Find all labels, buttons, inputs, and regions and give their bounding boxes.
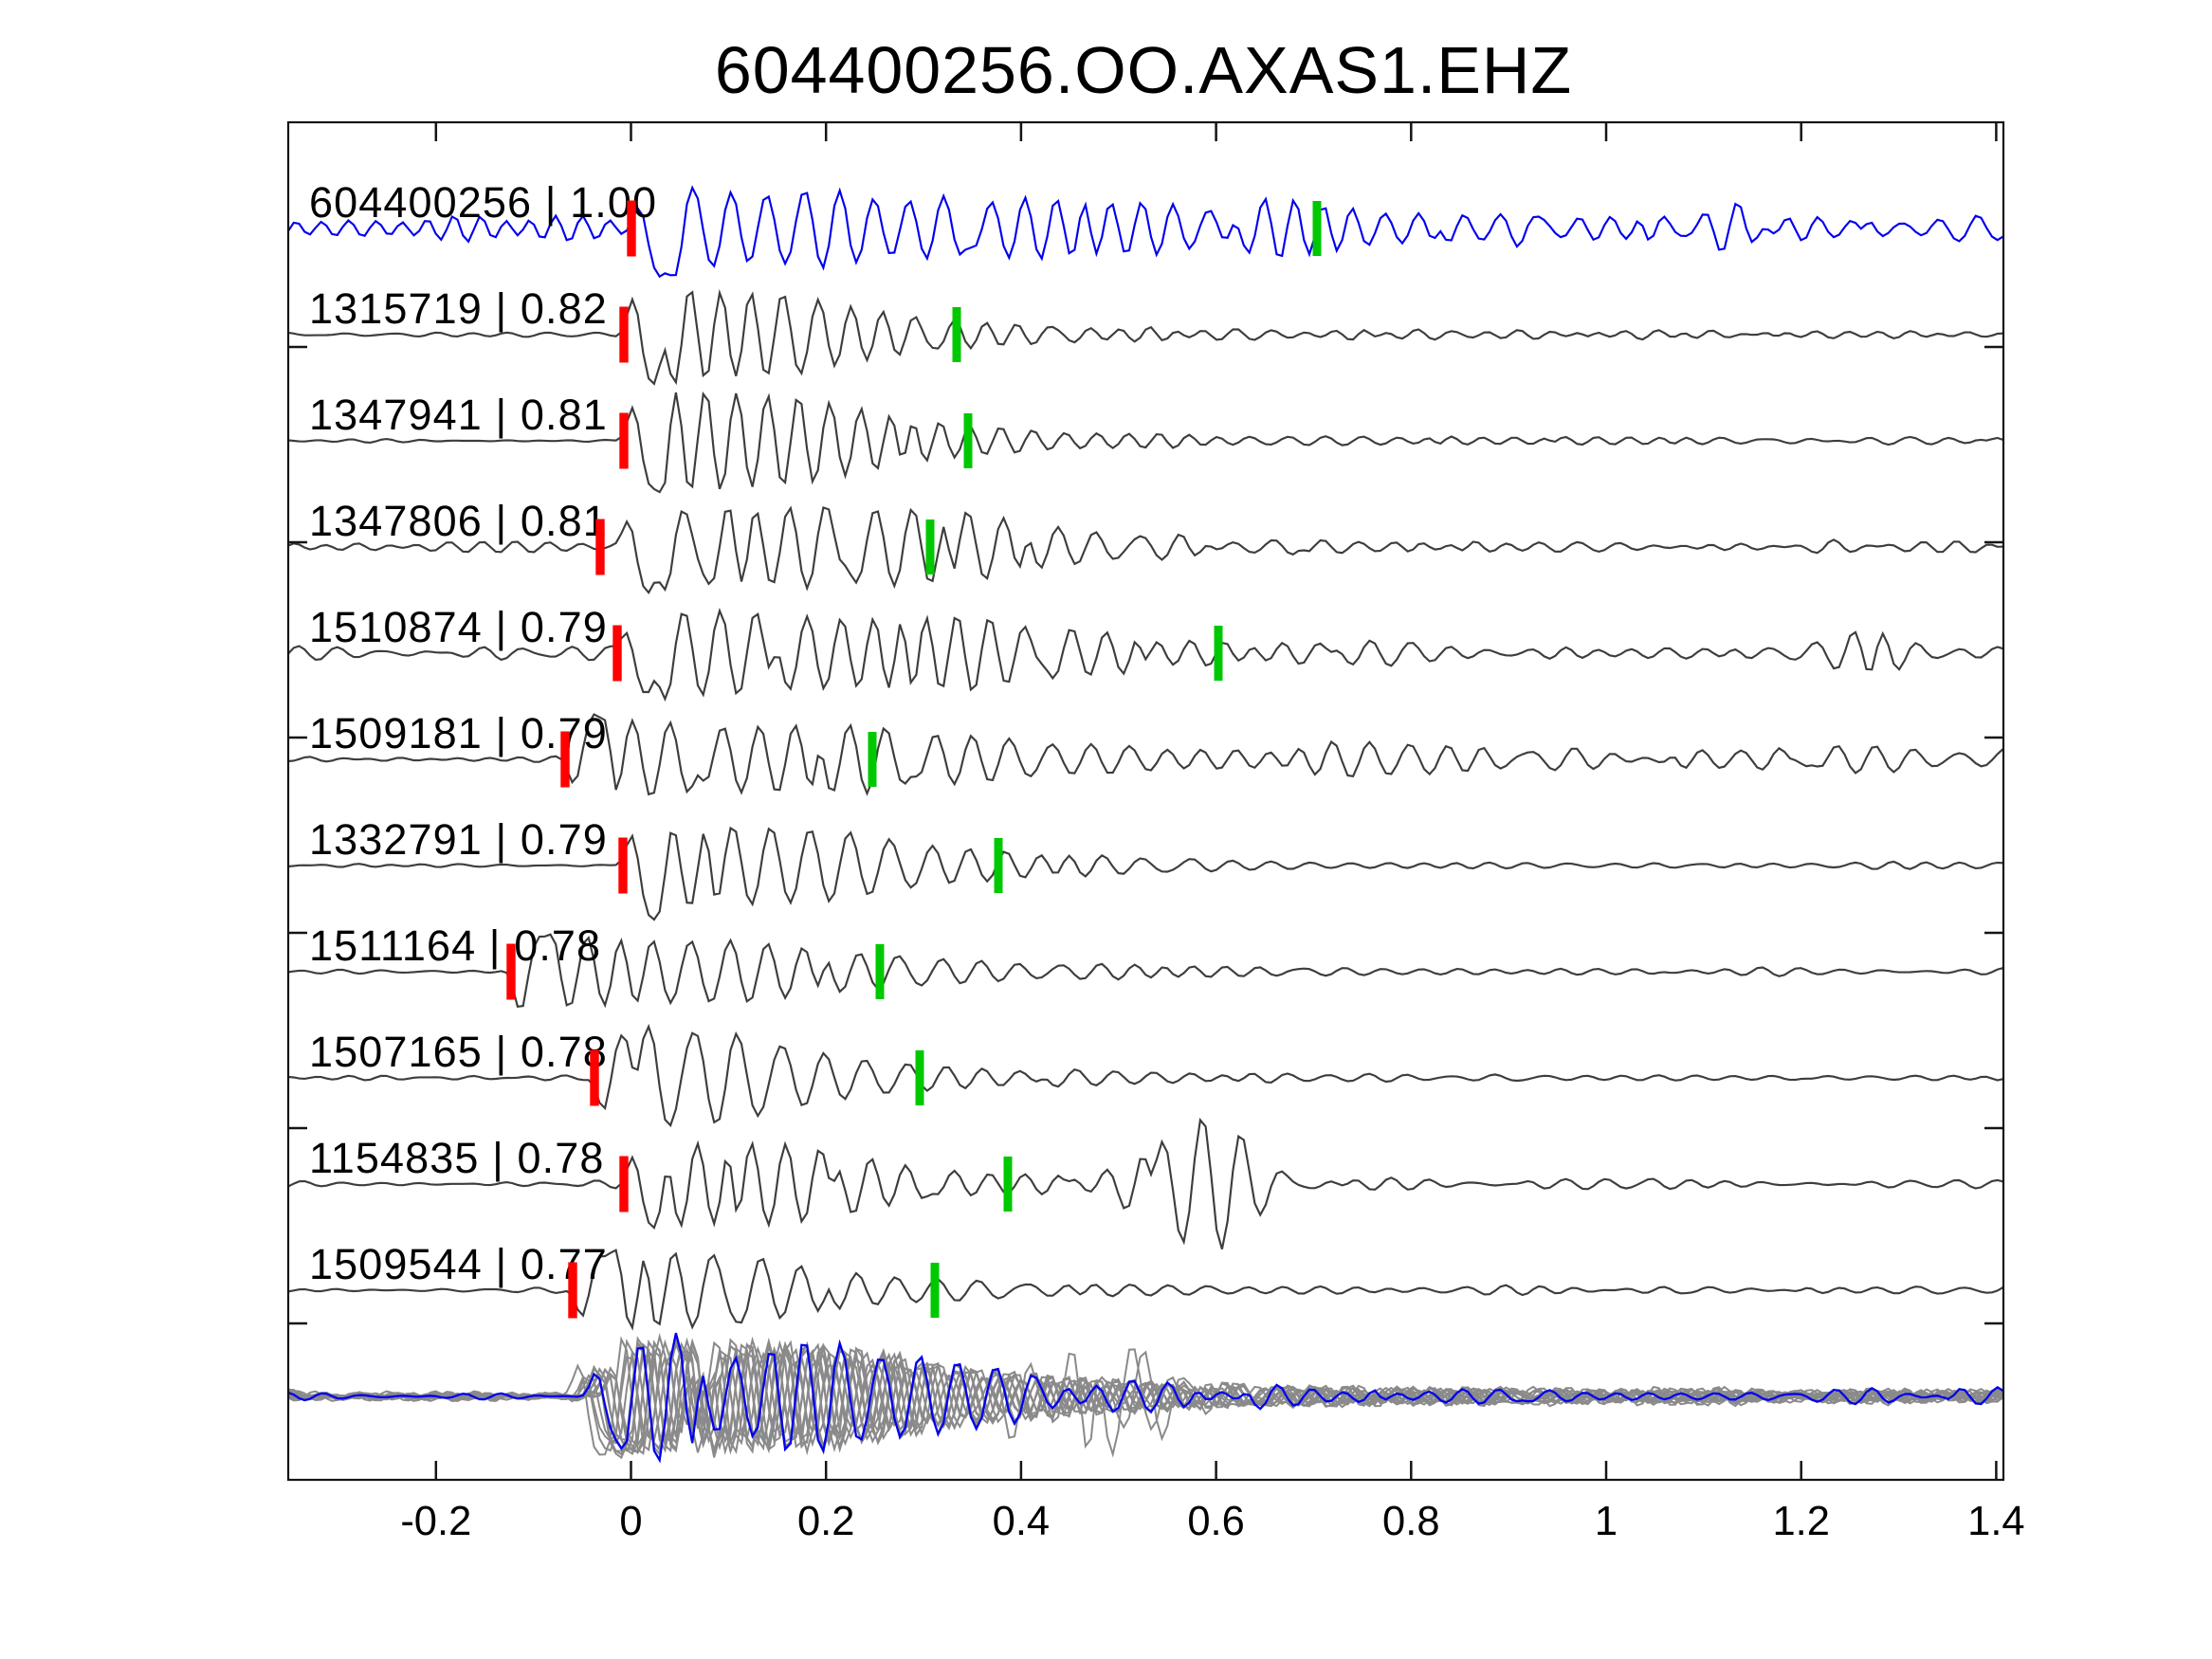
svg-text:0.8: 0.8 [1382, 1499, 1439, 1544]
svg-text:1509181 | 0.79: 1509181 | 0.79 [309, 709, 608, 757]
svg-text:0.6: 0.6 [1187, 1499, 1244, 1544]
svg-text:1.4: 1.4 [1967, 1499, 2024, 1544]
svg-text:604400256 | 1.00: 604400256 | 1.00 [309, 178, 657, 227]
svg-text:1: 1 [1595, 1499, 1618, 1544]
svg-text:1507165 | 0.78: 1507165 | 0.78 [309, 1028, 608, 1076]
svg-text:1315719 | 0.82: 1315719 | 0.82 [309, 284, 608, 333]
svg-text:1347941 | 0.81: 1347941 | 0.81 [309, 391, 608, 439]
svg-text:1347806 | 0.81: 1347806 | 0.81 [309, 497, 608, 545]
svg-text:-0.2: -0.2 [400, 1499, 471, 1544]
svg-text:1510874 | 0.79: 1510874 | 0.79 [309, 603, 608, 651]
svg-text:604400256.OO.AXAS1.EHZ: 604400256.OO.AXAS1.EHZ [715, 33, 1572, 107]
svg-text:1332791 | 0.79: 1332791 | 0.79 [309, 815, 608, 864]
svg-text:0: 0 [619, 1499, 642, 1544]
svg-text:1511164 | 0.78: 1511164 | 0.78 [309, 921, 601, 970]
svg-text:0.4: 0.4 [993, 1499, 1050, 1544]
svg-text:1154835 | 0.78: 1154835 | 0.78 [309, 1134, 605, 1182]
svg-text:0.2: 0.2 [797, 1499, 854, 1544]
svg-text:1509544 | 0.77: 1509544 | 0.77 [309, 1240, 608, 1288]
svg-text:1.2: 1.2 [1772, 1499, 1829, 1544]
